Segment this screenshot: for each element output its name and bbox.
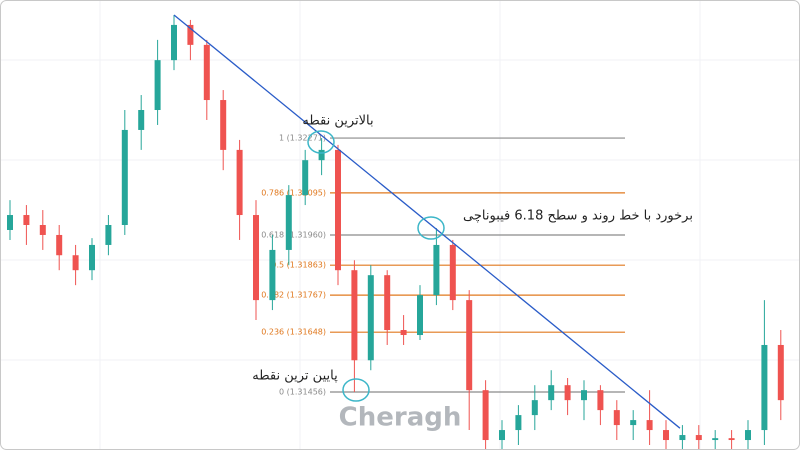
annotation: پایین ترین نقطه [252,369,338,384]
candle-body [72,255,79,271]
candle-body [646,420,653,431]
candle-body [367,275,374,361]
candle-body [56,234,63,256]
candle-body [466,300,473,391]
candle-body [548,385,555,401]
candle-body [171,24,177,61]
candle-body [597,390,604,411]
highlight-circle [417,216,445,240]
fib-label: 0.5 (1.31863) [271,261,326,270]
fib-label: 0.618 (1.31960) [261,230,326,239]
candle-body [236,149,243,216]
fib-label: 0.786 (1.32095) [261,188,326,197]
candle-body [482,390,489,441]
candle-body [433,244,440,296]
candle-body [253,215,259,301]
candle-body [302,160,309,196]
candle-body [712,438,719,441]
candle-body [761,344,768,431]
highlight-circle [342,378,370,402]
fib-label: 0 (1.31456) [279,388,326,397]
candle-body [220,100,227,150]
candle-body [285,195,292,250]
plot: 1 (1.32271) 0.786 (1.32095) 0.618 (1.31960… [7,14,784,450]
candle-body [335,149,341,271]
candle-body [318,149,325,161]
candle-body [531,400,538,416]
candle-body [581,390,587,401]
highlight-circle [307,130,335,154]
candle-body [679,435,686,441]
candle-body [417,295,423,336]
annotation: برخورد با خط روند و سطح 6.18 فیبوناچی [463,209,693,224]
candle-body [663,430,669,441]
candle-body [745,430,751,441]
annotation: بالاترین نقطه [302,114,373,129]
candle-body [384,275,391,331]
candle-body [23,215,30,225]
candle-body [105,225,112,245]
candle-body [7,215,13,230]
candle-body [564,385,571,401]
candle-body [449,244,456,301]
candle-body [154,60,161,111]
watermark: Cheragh [339,403,462,433]
candle-body [499,430,505,441]
candle-body [515,415,522,431]
candle-body [138,110,145,130]
candle-body [630,420,637,426]
candle-body [351,270,358,361]
fib-label: 1 (1.32271) [279,134,326,143]
candle-body [777,344,784,401]
candle-body [89,244,95,271]
candle-body [613,410,620,426]
candle-body [400,330,407,336]
candle-body [269,249,276,301]
candle-body [728,438,735,441]
fib-label: 0.382 (1.31767) [261,291,326,300]
candle-body [187,24,194,45]
candle-body [203,44,210,101]
candle-body [695,435,702,441]
trend-line [173,14,681,429]
candle-body [121,129,128,225]
fib-label: 0.236 (1.31648) [261,328,326,337]
candle-body [39,225,46,235]
